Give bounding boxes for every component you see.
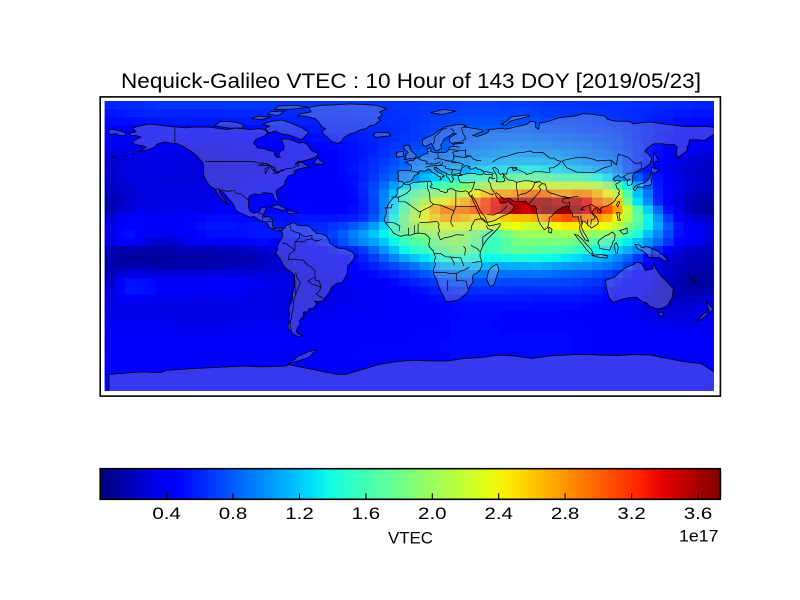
svg-text:2.0: 2.0: [418, 504, 447, 523]
svg-text:0.4: 0.4: [152, 504, 181, 523]
svg-text:2.8: 2.8: [551, 504, 580, 523]
svg-text:3.2: 3.2: [617, 504, 646, 523]
svg-text:0.8: 0.8: [219, 504, 248, 523]
svg-text:VTEC: VTEC: [388, 529, 433, 548]
svg-text:Nequick-Galileo VTEC : 10 Hour: Nequick-Galileo VTEC : 10 Hour of 143 DO…: [121, 70, 701, 93]
svg-text:1.2: 1.2: [285, 504, 314, 523]
svg-text:3.6: 3.6: [684, 504, 713, 523]
svg-text:1e17: 1e17: [679, 527, 719, 546]
svg-text:2.4: 2.4: [484, 504, 513, 523]
svg-text:1.6: 1.6: [352, 504, 381, 523]
